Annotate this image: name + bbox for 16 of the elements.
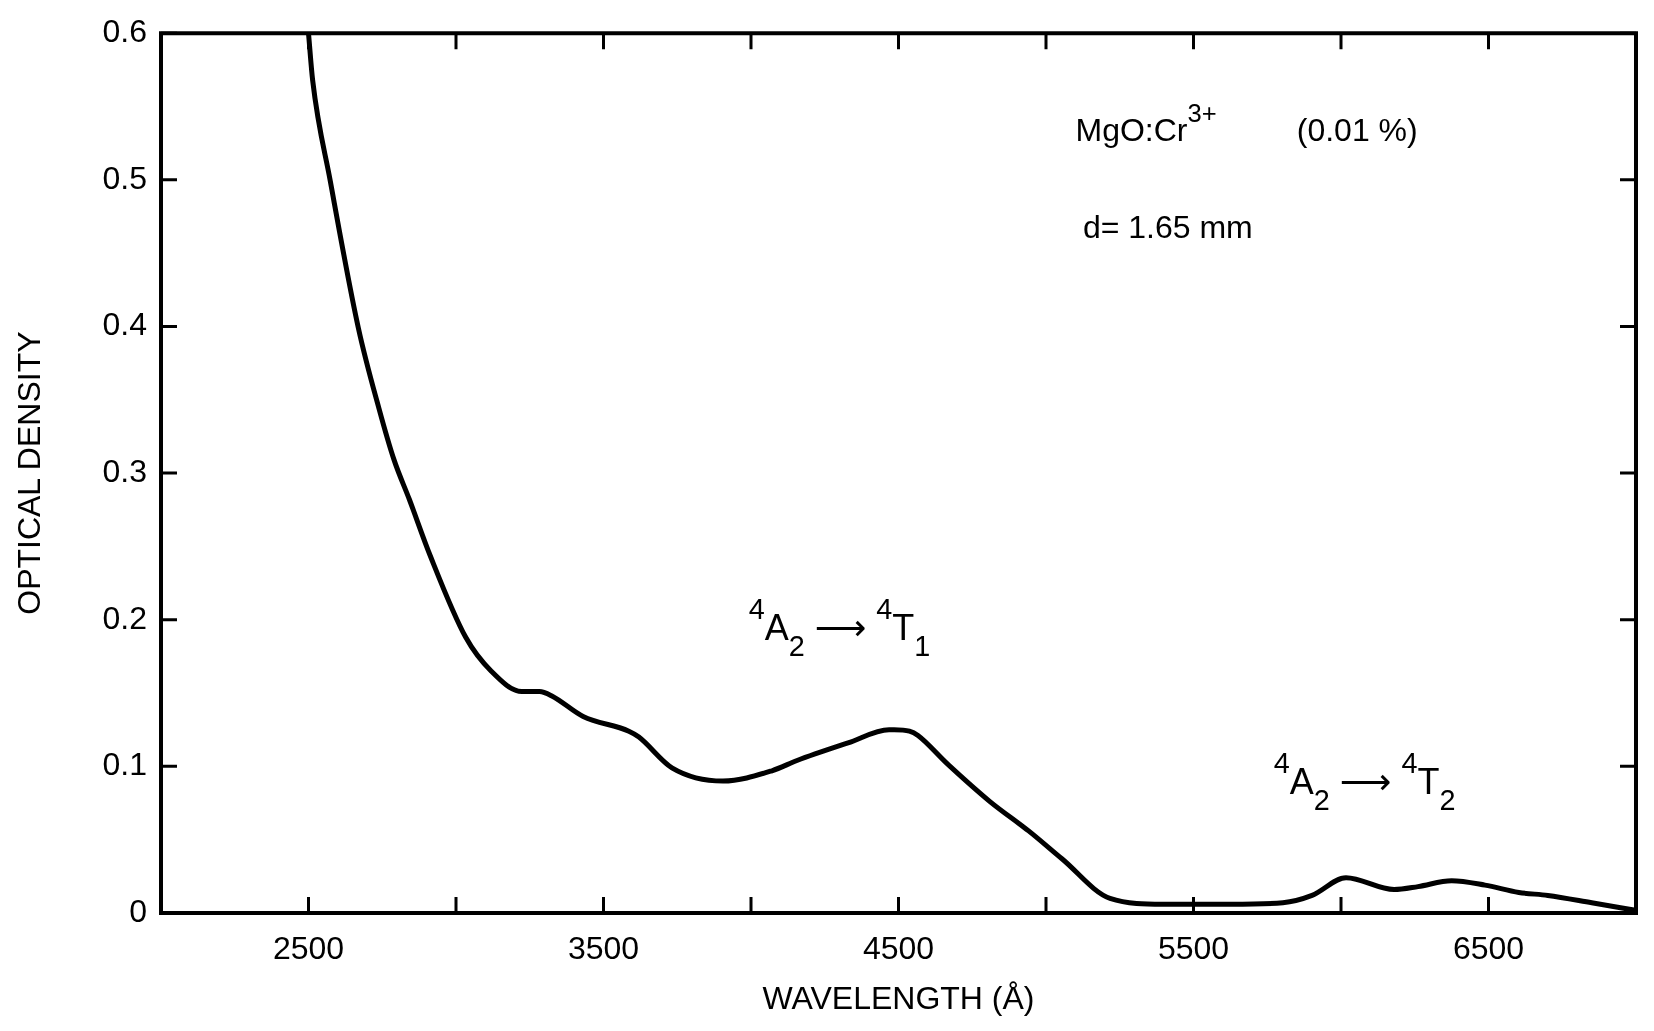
y-tick-label: 0.4: [102, 306, 147, 343]
annotation: d= 1.65 mm: [1082, 209, 1253, 246]
y-tick-label: 0.1: [102, 746, 147, 783]
y-tick-label: 0.5: [102, 159, 147, 196]
x-axis-title: WAVELENGTH (Å): [762, 979, 1035, 1016]
y-axis-title: OPTICAL DENSITY: [11, 331, 48, 615]
annotation: (0.01 %): [1296, 112, 1418, 149]
y-tick-label: 0: [129, 892, 147, 929]
y-tick-label: 0.6: [102, 13, 147, 50]
x-tick-label: 6500: [1452, 930, 1525, 967]
y-tick-label: 0.3: [102, 452, 147, 489]
x-tick-label: 4500: [862, 930, 935, 967]
y-tick-label: 0.2: [102, 599, 147, 636]
x-tick-label: 3500: [567, 930, 640, 967]
x-tick-label: 5500: [1157, 930, 1230, 967]
x-tick-label: 2500: [272, 930, 345, 967]
